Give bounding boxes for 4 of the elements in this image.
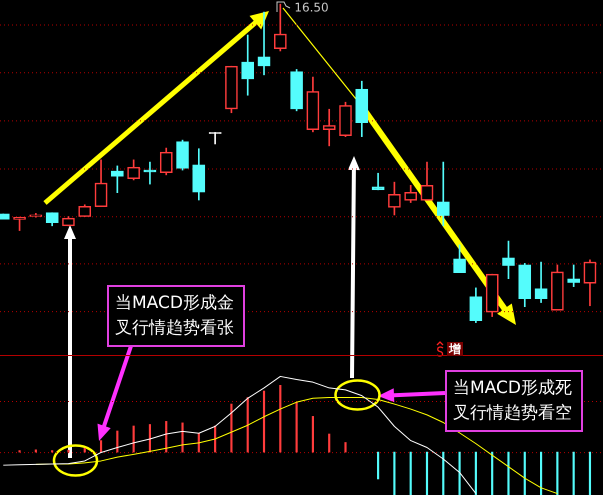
text: 增 [447, 342, 463, 356]
annotation: 当MACD形成金叉行情趋势看张 [107, 285, 245, 347]
annotation: 当MACD形成死叉行情趋势看空 [445, 370, 583, 432]
annotation: 16.50 [294, 0, 329, 14]
